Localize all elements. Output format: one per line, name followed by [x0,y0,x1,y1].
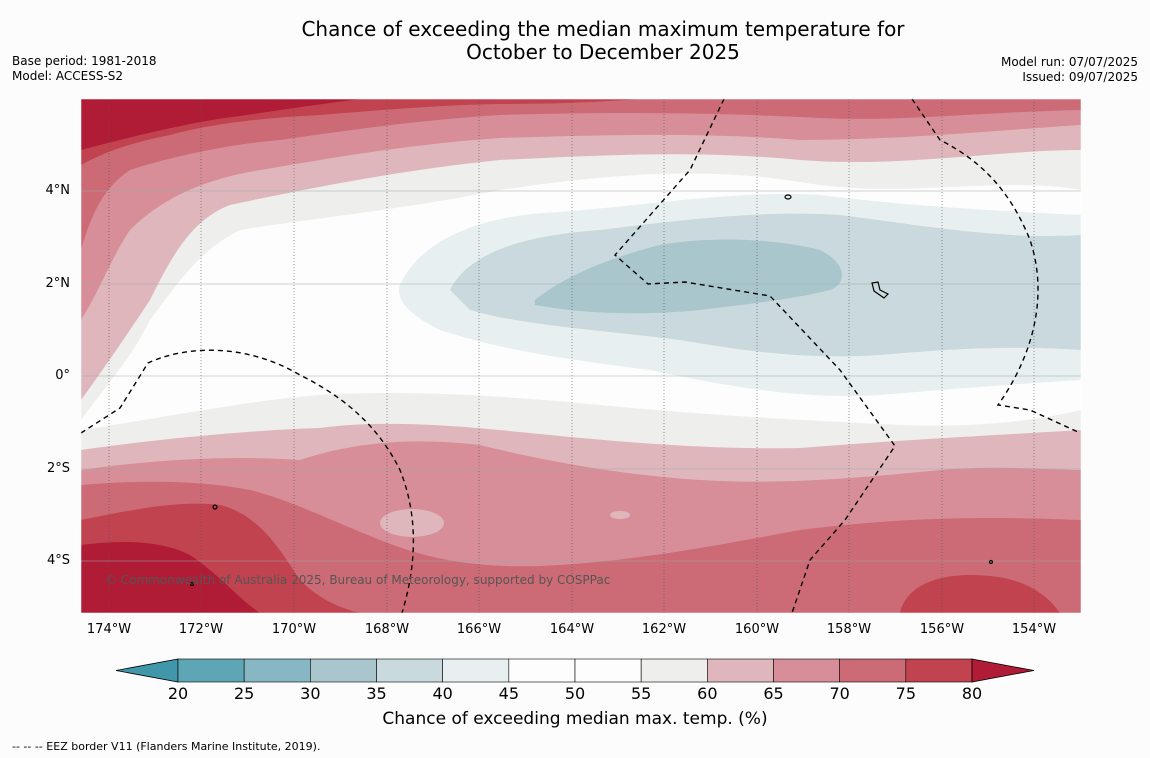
colorbar-tick-label: 65 [763,684,784,703]
colorbar-segment [773,658,840,683]
colorbar-tick-label: 40 [432,684,453,703]
meta-right: Model run: 07/07/2025 Issued: 09/07/2025 [1001,55,1138,85]
islands [189,194,994,587]
band-north-65 [81,99,1081,400]
title-line-2: October to December 2025 [466,40,740,64]
lon-tick-label: 156°W [919,622,965,637]
lon-tick-label: 168°W [364,622,410,637]
colorbar-segment [508,658,576,683]
band-south-extreme [81,542,260,613]
lat-tick-label: 0° [55,368,70,383]
colorbar-segment [905,658,973,683]
colorbar-title: Chance of exceeding median max. temp. (%… [382,709,768,729]
lat-tick-label: 4°N [45,183,71,198]
band-south-75 [81,481,1081,613]
copyright-text: © Commonwealth of Australia 2025, Bureau… [105,573,611,587]
colorbar-low-extend [115,658,179,683]
colorbar-tick-label: 80 [961,684,983,703]
island-3 [212,504,218,510]
lat-tick-label: 2°S [46,461,70,476]
colorbar-segment [243,658,311,683]
map-frame [80,98,1082,614]
colorbar-segment [640,658,708,683]
colorbar-tick-label: 50 [564,684,586,703]
colorbar-tick-label: 70 [829,684,850,703]
lon-tick-label: 174°W [86,622,132,637]
lon-tick-label: 162°W [641,622,687,637]
eez-border-west [80,349,415,614]
colorbar-segment [177,658,245,683]
colorbar-segment [376,658,443,683]
model-name: Model: ACCESS-S2 [12,69,124,83]
lat-lines [81,190,1081,562]
lat-tick-label: 4°S [46,553,70,568]
island-4 [189,581,195,587]
colorbar-segment [839,658,907,683]
colorbar-tick-label: 35 [366,684,387,703]
colorbar-tick-label: 55 [630,684,652,703]
colorbar-segment [310,658,377,683]
colorbar-tick-label: 75 [895,684,916,703]
title-line-1: Chance of exceeding the median maximum t… [301,17,905,41]
lon-tick-label: 172°W [178,622,224,637]
lon-tick-label: 166°W [456,622,502,637]
band-north-extreme [81,99,360,150]
colorbar-segment [574,658,642,683]
colorbar-tick-label: 30 [300,684,321,703]
eez-border-central [614,98,896,614]
band-north-70 [81,99,1081,320]
lon-tick-label: 158°W [826,622,872,637]
colorbar [115,658,1035,683]
footnote: -- -- -- EEZ border V11 (Flanders Marine… [12,740,321,753]
lat-tick-label: 2°N [45,276,71,291]
lon-tick-label: 164°W [549,622,595,637]
island-5 [988,559,994,565]
eez-borders [80,98,1079,614]
colorbar-tick-label: 60 [697,684,718,703]
base-period: Base period: 1981-2018 [12,54,157,68]
colorbar-tick-label: 45 [498,684,519,703]
colorbar-tick-label: 20 [167,684,189,703]
colorbar-segment [707,658,774,683]
colorbar-segment [442,658,510,683]
lon-tick-label: 160°W [734,622,780,637]
map-field [81,99,1081,613]
model-run: Model run: 07/07/2025 [1000,55,1138,69]
lon-tick-label: 154°W [1011,622,1057,637]
patch-south-light [610,511,630,519]
lon-tick-label: 170°W [271,622,317,637]
colorbar-tick-label: 25 [233,684,255,703]
meta-left: Base period: 1981-2018 Model: ACCESS-S2 [12,54,157,84]
island-1 [784,194,792,200]
issued-date: Issued: 09/07/2025 [1022,70,1138,84]
island-2 [871,281,890,299]
chart-title: Chance of exceeding the median maximum t… [28,18,1150,64]
colorbar-high-extend [971,658,1035,683]
